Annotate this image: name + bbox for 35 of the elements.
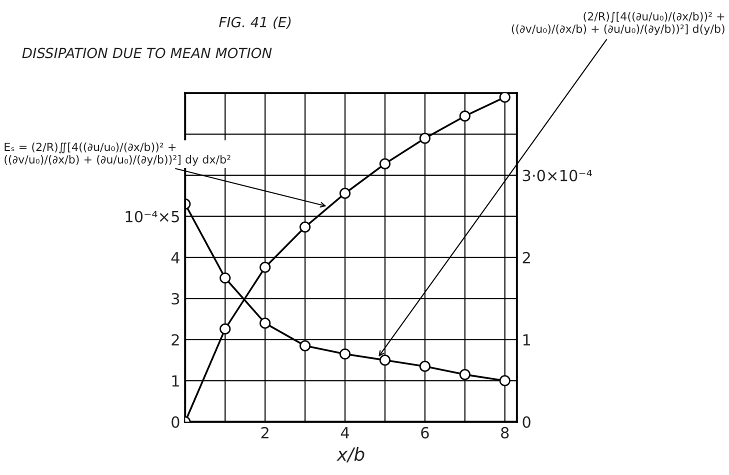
- point: [339, 348, 351, 360]
- y-tick-label: 2: [172, 334, 179, 346]
- x-tick-label: 8: [501, 426, 509, 438]
- point: [300, 340, 311, 352]
- x-tick-label: 4: [340, 427, 350, 438]
- point: [379, 354, 391, 366]
- y-tick-label: 1: [172, 375, 179, 387]
- point: [339, 188, 351, 199]
- text: (2/R)∫[4((∂u/u₀)/(∂x/b))² + ((∂v/u₀)/(∂x/b) + (∂u/u₀)/(∂y/b))²] d(y/b): [512, 12, 724, 36]
- point: [260, 262, 271, 273]
- point: [300, 221, 311, 233]
- y-tick-label: 4: [171, 252, 180, 264]
- x-axis-title: x/b: [336, 447, 364, 462]
- chart-subtitle: DISSIPATION DUE TO MEAN MOTION: [22, 48, 272, 58]
- point: [419, 132, 430, 144]
- y2-tick-label: 0: [522, 416, 530, 428]
- point: [379, 158, 391, 170]
- point: [459, 110, 470, 122]
- point: [220, 323, 231, 334]
- y2-tick-label: 2: [522, 252, 530, 264]
- y2-tick-label: 3·0×10⁻⁴: [522, 170, 592, 182]
- point: [260, 318, 271, 329]
- y-tick-label: 3: [172, 293, 180, 305]
- point: [499, 93, 510, 103]
- text: Eₛ = (2/R)∬[4((∂u/u₀)/(∂x/b))² + ((∂v/u₀)/(∂x/b) + (∂u/u₀)/(∂y/b))²] dy dx/b²: [4, 142, 230, 166]
- chart-title: FIG. 41 (E): [219, 16, 291, 30]
- x-tick-label: 2: [261, 426, 268, 438]
- point: [459, 368, 470, 380]
- x-tick-label: 6: [421, 426, 429, 438]
- y2-tick-label: 1: [523, 334, 530, 346]
- point: [220, 272, 231, 284]
- y-tick-label: 0: [172, 416, 180, 428]
- point: [499, 375, 510, 386]
- point: [419, 360, 430, 372]
- y-tick-label: 10⁻⁴×5: [126, 210, 179, 222]
